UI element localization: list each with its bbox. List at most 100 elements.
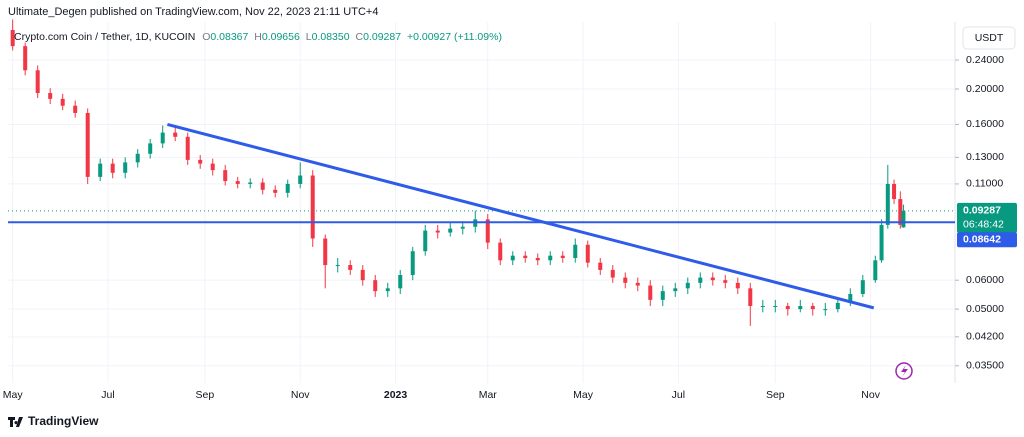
y-tick-label: 0.16000 <box>966 118 1004 130</box>
plot-area <box>8 19 955 383</box>
candle-body <box>879 224 884 261</box>
last-price-label: 0.09287 <box>963 205 1001 217</box>
y-tick-label: 0.06000 <box>966 274 1004 286</box>
y-tick-label: 0.11000 <box>966 178 1003 190</box>
candle-body <box>185 136 190 160</box>
candle-body <box>173 132 178 137</box>
x-tick-label: Mar <box>479 389 498 401</box>
candle-body <box>710 277 715 281</box>
candle-body <box>698 277 703 283</box>
candle-body <box>210 163 215 171</box>
footer-brand: TradingView <box>28 414 99 428</box>
candle-body <box>798 305 803 310</box>
x-tick-label: Sep <box>196 389 215 401</box>
candle-body <box>123 162 128 173</box>
candle-body <box>223 170 228 182</box>
logo-mark <box>8 417 23 427</box>
x-tick-label: 2023 <box>384 389 408 401</box>
candle-body <box>323 238 328 266</box>
currency[interactable]: USDT <box>975 32 1004 44</box>
candle-body <box>60 98 65 106</box>
legend-label: L <box>306 31 312 43</box>
candle-body <box>860 280 865 294</box>
candle-body <box>385 288 390 292</box>
candle-body <box>835 302 840 310</box>
candle-body <box>85 112 90 177</box>
candle-body <box>110 163 115 173</box>
x-tick-label: Nov <box>291 389 310 401</box>
candle-body <box>810 305 815 310</box>
candle-body <box>635 282 640 286</box>
candle-body <box>623 277 628 283</box>
footer-logo <box>8 417 23 427</box>
candle-body <box>898 199 903 225</box>
y-tick-label: 0.24000 <box>966 54 1004 66</box>
candle-body <box>235 181 240 184</box>
candle-body <box>901 210 906 228</box>
alert-icon-bolt <box>901 365 908 377</box>
legend-title: Crypto.com Coin / Tether, 1D, KUCOIN <box>14 31 195 43</box>
x-tick-label: Jul <box>101 389 114 401</box>
candle-body <box>598 262 603 270</box>
legend-change: +0.00927 (+11.09%) <box>407 31 502 43</box>
candle-body <box>198 159 203 164</box>
y-tick-label: 0.05000 <box>966 303 1004 315</box>
candle-body <box>498 242 503 261</box>
candle-body <box>648 285 653 300</box>
candle-body <box>785 305 790 310</box>
candle-body <box>723 280 728 283</box>
legend-value: 0.08350 <box>312 31 350 43</box>
candle-body <box>73 105 78 113</box>
candle-body <box>610 269 615 278</box>
x-tick-label: May <box>573 389 594 401</box>
candle-body <box>823 309 828 311</box>
y-tick-label: 0.20000 <box>966 83 1004 95</box>
candle-body <box>485 219 490 243</box>
candle-body <box>398 274 403 289</box>
alert-icon[interactable] <box>895 362 913 380</box>
candle-body <box>373 280 378 292</box>
candle-body <box>348 265 353 270</box>
candle-body <box>273 189 278 193</box>
candle-body <box>885 183 890 225</box>
candle-body <box>460 226 465 229</box>
candle-body <box>135 153 140 163</box>
candle-body <box>760 305 765 307</box>
hline-price-label: 0.08642 <box>963 234 1001 246</box>
candle-body <box>148 143 153 154</box>
hline-price-box <box>957 232 1017 248</box>
candle-body <box>560 255 565 258</box>
candle-body <box>160 132 165 144</box>
legend-label: C <box>356 31 364 43</box>
candle-body <box>660 291 665 300</box>
legend-label: O <box>202 31 210 43</box>
candle-body <box>585 244 590 263</box>
candle-body <box>423 230 428 252</box>
candle-body <box>310 175 315 239</box>
candle-body <box>260 182 265 190</box>
candle-body <box>298 175 303 184</box>
currency-button[interactable] <box>962 26 1016 50</box>
header: Ultimate_Degen published on TradingView.… <box>8 6 378 18</box>
candle-body <box>748 288 753 306</box>
candle-body <box>573 244 578 258</box>
candle-body <box>10 30 15 47</box>
candle-body <box>848 293 853 303</box>
candle-body <box>360 269 365 281</box>
candle-body <box>98 163 103 177</box>
y-tick-label: 0.04200 <box>966 331 1004 343</box>
candle-body <box>873 260 878 281</box>
candle-body <box>35 70 40 94</box>
x-tick-label: Nov <box>861 389 880 401</box>
legend-value: 0.09287 <box>363 31 401 43</box>
legend-value: 0.09656 <box>262 31 300 43</box>
candle-body <box>285 183 290 193</box>
candle-body <box>48 93 53 99</box>
trend-line <box>167 122 875 310</box>
x-tick-label: Jul <box>672 389 685 401</box>
candle-body <box>410 251 415 275</box>
x-tick-label: May <box>3 389 24 401</box>
candle-body <box>673 288 678 292</box>
candle-body <box>335 265 340 267</box>
